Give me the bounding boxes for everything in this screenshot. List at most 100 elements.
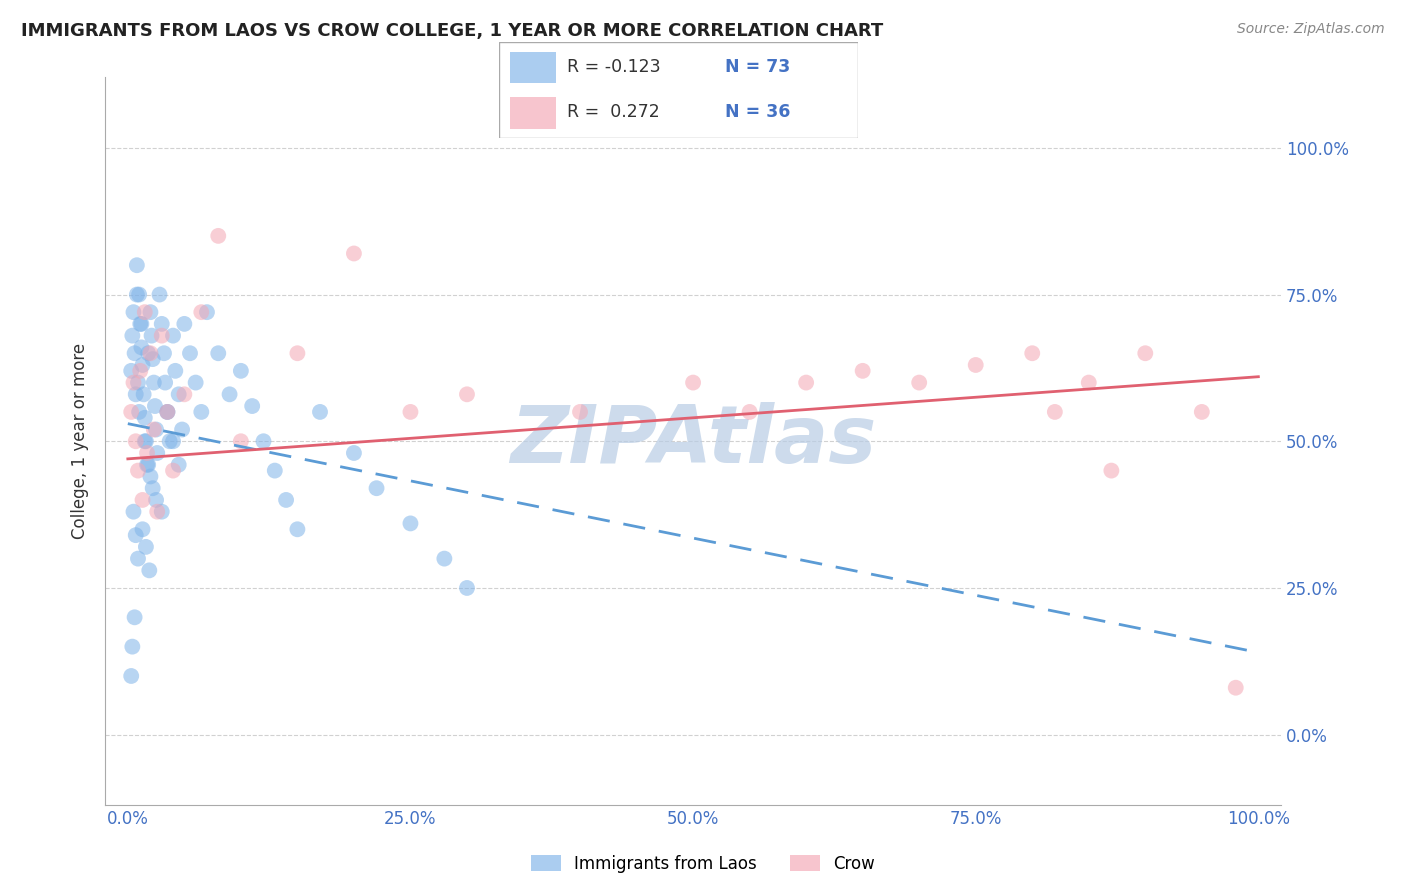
Point xyxy=(146,505,169,519)
Point xyxy=(456,387,478,401)
Point xyxy=(131,317,153,331)
Point xyxy=(124,610,146,624)
Point xyxy=(139,305,162,319)
Point xyxy=(207,346,229,360)
Point xyxy=(148,287,170,301)
Point xyxy=(207,228,229,243)
Point xyxy=(125,287,148,301)
Point xyxy=(156,405,179,419)
Point xyxy=(287,522,309,536)
Point xyxy=(399,405,422,419)
Point xyxy=(153,376,176,390)
Point xyxy=(131,522,153,536)
Point xyxy=(122,505,145,519)
Point xyxy=(121,328,143,343)
Point xyxy=(131,492,153,507)
Point xyxy=(134,410,156,425)
Point xyxy=(195,305,218,319)
Point xyxy=(120,669,142,683)
Point xyxy=(139,469,162,483)
Point xyxy=(120,364,142,378)
Text: N = 36: N = 36 xyxy=(725,103,790,121)
Point xyxy=(1099,464,1122,478)
Point xyxy=(135,434,157,449)
Legend: Immigrants from Laos, Crow: Immigrants from Laos, Crow xyxy=(524,848,882,880)
Point xyxy=(136,458,159,472)
Point xyxy=(125,528,148,542)
Point xyxy=(399,516,422,531)
Point xyxy=(1077,376,1099,390)
Point xyxy=(127,551,149,566)
Point xyxy=(131,340,153,354)
Point xyxy=(120,405,142,419)
Point xyxy=(366,481,388,495)
Point xyxy=(309,405,332,419)
Point xyxy=(131,358,153,372)
Point xyxy=(682,376,704,390)
Point xyxy=(129,317,152,331)
Point xyxy=(132,387,155,401)
Point xyxy=(240,399,263,413)
Point xyxy=(125,387,148,401)
Point xyxy=(263,464,285,478)
Text: N = 73: N = 73 xyxy=(725,58,790,76)
Point xyxy=(569,405,592,419)
FancyBboxPatch shape xyxy=(510,52,557,83)
Point xyxy=(122,376,145,390)
Point xyxy=(156,405,179,419)
Point xyxy=(190,305,212,319)
Point xyxy=(145,423,167,437)
Point xyxy=(173,387,195,401)
Point xyxy=(173,317,195,331)
Point xyxy=(1191,405,1213,419)
Text: ZIPAtlas: ZIPAtlas xyxy=(510,402,876,480)
Point xyxy=(229,364,252,378)
Point xyxy=(852,364,875,378)
Point xyxy=(167,387,190,401)
Y-axis label: College, 1 year or more: College, 1 year or more xyxy=(72,343,89,540)
Point xyxy=(229,434,252,449)
Point xyxy=(136,346,159,360)
Point xyxy=(134,305,156,319)
Point xyxy=(136,446,159,460)
Point xyxy=(794,376,817,390)
Point xyxy=(167,458,190,472)
Point xyxy=(1043,405,1066,419)
Point xyxy=(172,423,194,437)
Point xyxy=(136,458,159,472)
Point xyxy=(156,405,179,419)
Point xyxy=(218,387,240,401)
Text: R =  0.272: R = 0.272 xyxy=(567,103,659,121)
FancyBboxPatch shape xyxy=(499,42,858,138)
Point xyxy=(135,540,157,554)
Point xyxy=(179,346,201,360)
Point xyxy=(129,364,152,378)
Point xyxy=(150,328,173,343)
Point xyxy=(190,405,212,419)
Point xyxy=(124,346,146,360)
Point xyxy=(127,464,149,478)
Point xyxy=(343,446,366,460)
Point xyxy=(125,258,148,272)
Point xyxy=(146,446,169,460)
Point xyxy=(433,551,456,566)
Point xyxy=(165,364,187,378)
Point xyxy=(142,376,165,390)
Point xyxy=(252,434,274,449)
Point xyxy=(274,492,297,507)
Point xyxy=(908,376,931,390)
Point xyxy=(127,376,149,390)
Point xyxy=(162,464,184,478)
Point xyxy=(139,346,162,360)
Point xyxy=(343,246,366,260)
Point xyxy=(122,305,145,319)
Point xyxy=(1225,681,1247,695)
Point xyxy=(121,640,143,654)
Point xyxy=(142,423,165,437)
Text: R = -0.123: R = -0.123 xyxy=(567,58,661,76)
Text: Source: ZipAtlas.com: Source: ZipAtlas.com xyxy=(1237,22,1385,37)
Point xyxy=(738,405,761,419)
Point xyxy=(1135,346,1157,360)
Point xyxy=(141,328,163,343)
Point xyxy=(125,434,148,449)
